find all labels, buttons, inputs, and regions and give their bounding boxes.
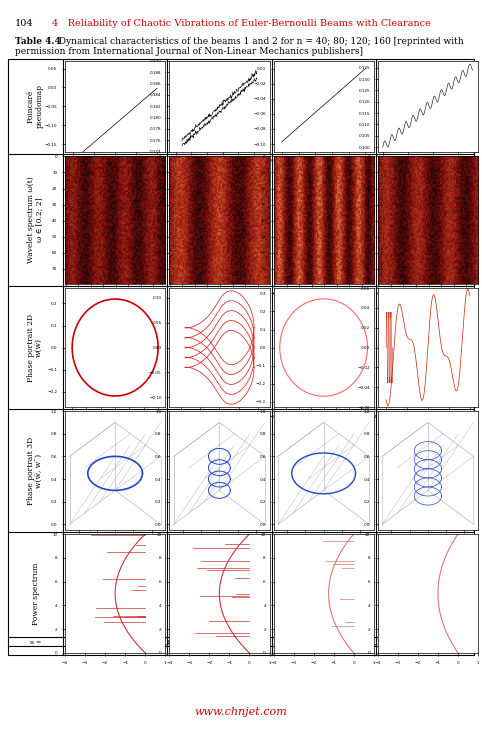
Text: 2-1: 2-1 xyxy=(214,630,225,635)
Text: 104: 104 xyxy=(15,19,34,28)
Text: 40,80: 40,80 xyxy=(157,638,177,646)
Text: Poincaré
pseudomap: Poincaré pseudomap xyxy=(27,84,44,128)
Text: 1: 1 xyxy=(321,630,326,635)
Text: 4   Reliability of Chaotic Vibrations of Euler-Bernoulli Beams with Clearance: 4 Reliability of Chaotic Vibrations of E… xyxy=(52,19,430,28)
Text: n =: n = xyxy=(30,640,41,644)
Text: Phase portrait 3D
w(ẇ, w¨): Phase portrait 3D w(ẇ, w¨) xyxy=(27,436,44,505)
Text: 1: 1 xyxy=(113,630,117,635)
Text: Wavelet spectrum ω(t)
ω ∈ [0.2; 2]: Wavelet spectrum ω(t) ω ∈ [0.2; 2] xyxy=(27,176,44,263)
Text: Power spectrum: Power spectrum xyxy=(31,562,40,625)
Text: www.chnjet.com: www.chnjet.com xyxy=(195,707,287,717)
Text: 2-1: 2-1 xyxy=(423,630,433,635)
Text: 120,160: 120,160 xyxy=(361,638,390,646)
Text: Dynamical characteristics of the beams 1 and 2 for n = 40; 80; 120; 160 [reprint: Dynamical characteristics of the beams 1… xyxy=(53,37,464,46)
Text: Table 4.4: Table 4.4 xyxy=(15,37,61,46)
Text: Phase portrait 2D
w(ẇ): Phase portrait 2D w(ẇ) xyxy=(27,313,44,382)
Text: permission from International Journal of Non-Linear Mechanics publishers]: permission from International Journal of… xyxy=(15,47,363,56)
